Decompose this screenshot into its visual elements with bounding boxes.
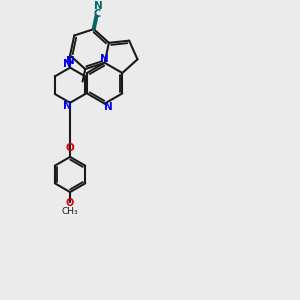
Text: CH₃: CH₃ bbox=[62, 207, 78, 216]
Text: N: N bbox=[66, 56, 74, 65]
Text: N: N bbox=[100, 53, 109, 64]
Text: O: O bbox=[66, 198, 74, 208]
Text: N: N bbox=[94, 2, 103, 11]
Text: N: N bbox=[104, 102, 112, 112]
Text: C: C bbox=[93, 9, 100, 19]
Text: O: O bbox=[66, 142, 74, 153]
Text: N: N bbox=[63, 59, 72, 69]
Text: N: N bbox=[63, 101, 72, 111]
